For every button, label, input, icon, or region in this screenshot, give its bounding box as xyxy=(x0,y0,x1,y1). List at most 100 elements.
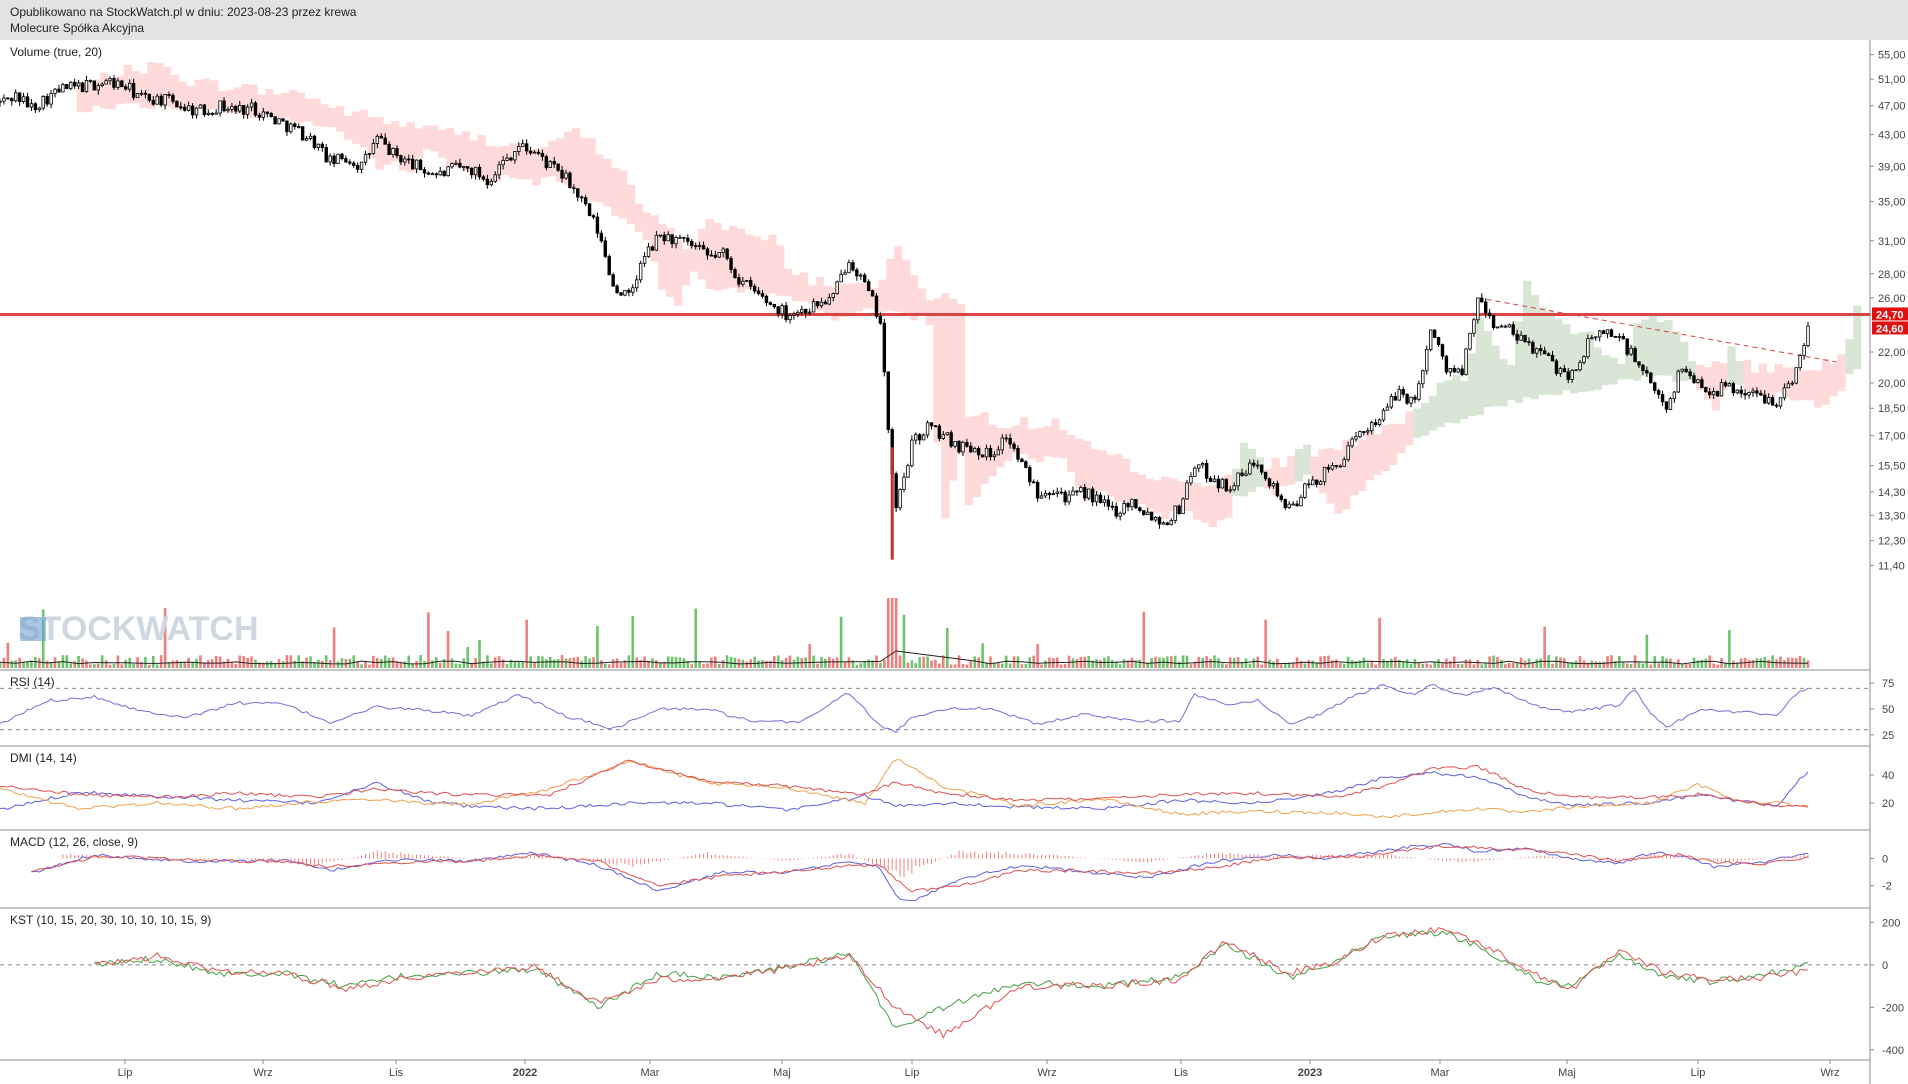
volume-bar xyxy=(77,655,80,668)
cloud-segment xyxy=(1782,367,1791,397)
candle-body xyxy=(1326,466,1331,470)
candle-body xyxy=(815,301,820,307)
candle-body xyxy=(469,167,474,176)
volume-bar xyxy=(1264,619,1267,668)
candle-body xyxy=(1507,324,1511,328)
candle-body xyxy=(1802,345,1806,356)
candle-body xyxy=(1185,482,1189,500)
volume-bar xyxy=(38,658,41,668)
candle-body xyxy=(666,234,670,242)
candle-body xyxy=(1220,478,1225,489)
candle-body xyxy=(332,155,336,165)
cloud-segment xyxy=(76,81,85,113)
volume-bar xyxy=(1515,662,1519,668)
candle-body xyxy=(1794,367,1798,384)
candle-body xyxy=(804,308,808,314)
volume-bar xyxy=(1590,660,1594,668)
candle-body xyxy=(1138,507,1142,511)
cloud-segment xyxy=(1263,469,1272,489)
candle-body xyxy=(701,245,706,250)
volume-bar xyxy=(1669,658,1672,668)
volume-bar xyxy=(195,658,198,668)
candle-body xyxy=(61,84,65,93)
candle-body xyxy=(175,100,179,108)
volume-bar xyxy=(721,660,725,668)
cloud-segment xyxy=(674,240,683,306)
cloud-segment xyxy=(1680,341,1689,381)
volume-bar xyxy=(434,657,438,668)
volume-bar xyxy=(926,656,929,668)
cloud-segment xyxy=(1106,454,1115,497)
candle-body xyxy=(988,447,993,458)
cloud-segment xyxy=(1177,481,1186,511)
price-panel[interactable]: Volume (true, 20) xyxy=(0,45,1870,668)
volume-bar xyxy=(769,661,772,668)
candle-body xyxy=(583,197,588,205)
candle-body xyxy=(1173,505,1177,521)
macd-panel[interactable]: MACD (12, 26, close, 9) xyxy=(10,835,1809,902)
candle-body xyxy=(410,158,415,170)
cloud-segment xyxy=(155,62,164,104)
volume-bar xyxy=(1260,664,1263,668)
candle-body xyxy=(17,92,22,102)
kst-panel[interactable]: KST (10, 15, 20, 30, 10, 10, 10, 15, 9) xyxy=(0,913,1870,1039)
volume-bar xyxy=(1437,659,1440,668)
candle-body xyxy=(1165,522,1170,526)
volume-bar xyxy=(1511,662,1515,668)
volume-bar xyxy=(1114,661,1118,668)
cloud-segment xyxy=(367,117,376,158)
rsi-label: RSI (14) xyxy=(10,675,55,689)
volume-bar xyxy=(871,660,874,668)
candle-body xyxy=(1660,394,1665,403)
volume-bar xyxy=(686,660,690,668)
volume-bar xyxy=(151,656,155,668)
candle-body xyxy=(352,162,356,166)
rsi-panel[interactable]: RSI (14) xyxy=(0,675,1870,734)
volume-bar xyxy=(647,660,650,668)
trend-line xyxy=(1477,297,1840,364)
candle-body xyxy=(84,80,89,93)
cloud-segment xyxy=(186,86,195,105)
candle-body xyxy=(2,97,6,102)
candle-body xyxy=(1715,391,1720,397)
candle-body xyxy=(1212,478,1217,482)
candle-body xyxy=(1535,348,1539,354)
volume-bar xyxy=(1394,657,1397,668)
volume-bar xyxy=(1169,656,1173,668)
cloud-segment xyxy=(493,146,502,182)
volume-bar xyxy=(407,655,411,668)
dmi-panel[interactable]: DMI (14, 14) xyxy=(0,751,1809,819)
volume-bar xyxy=(1248,663,1252,668)
cloud-segment xyxy=(1342,439,1351,510)
volume-bar xyxy=(792,659,796,668)
cloud-segment xyxy=(917,288,926,316)
cloud-segment xyxy=(603,158,612,207)
candle-body xyxy=(116,80,120,88)
cloud-segment xyxy=(626,184,636,225)
volume-bar xyxy=(1059,664,1063,668)
candle-body xyxy=(163,94,167,106)
candle-body xyxy=(1098,494,1103,504)
candle-body xyxy=(670,234,674,245)
candle-body xyxy=(910,439,914,467)
cloud-segment xyxy=(1743,359,1752,392)
x-tick-label: Wrz xyxy=(1820,1067,1839,1079)
volume-bar xyxy=(879,663,882,668)
cloud-segment xyxy=(1373,434,1382,475)
volume-bar xyxy=(265,661,269,668)
volume-bar xyxy=(525,619,528,668)
volume-bar xyxy=(30,660,33,668)
volume-bar xyxy=(1299,660,1303,668)
candle-body xyxy=(1130,498,1134,508)
cloud-segment xyxy=(257,94,266,115)
kst-label: KST (10, 15, 20, 30, 10, 10, 10, 15, 9) xyxy=(10,913,211,927)
volume-bar xyxy=(1083,656,1087,668)
candle-body xyxy=(1000,437,1004,451)
volume-bar xyxy=(26,661,29,668)
cloud-segment xyxy=(312,98,321,127)
cloud-segment xyxy=(123,65,132,104)
volume-bar xyxy=(930,660,933,668)
cloud-segment xyxy=(1711,361,1720,411)
volume-bar xyxy=(171,660,175,668)
cloud-segment xyxy=(100,72,109,109)
